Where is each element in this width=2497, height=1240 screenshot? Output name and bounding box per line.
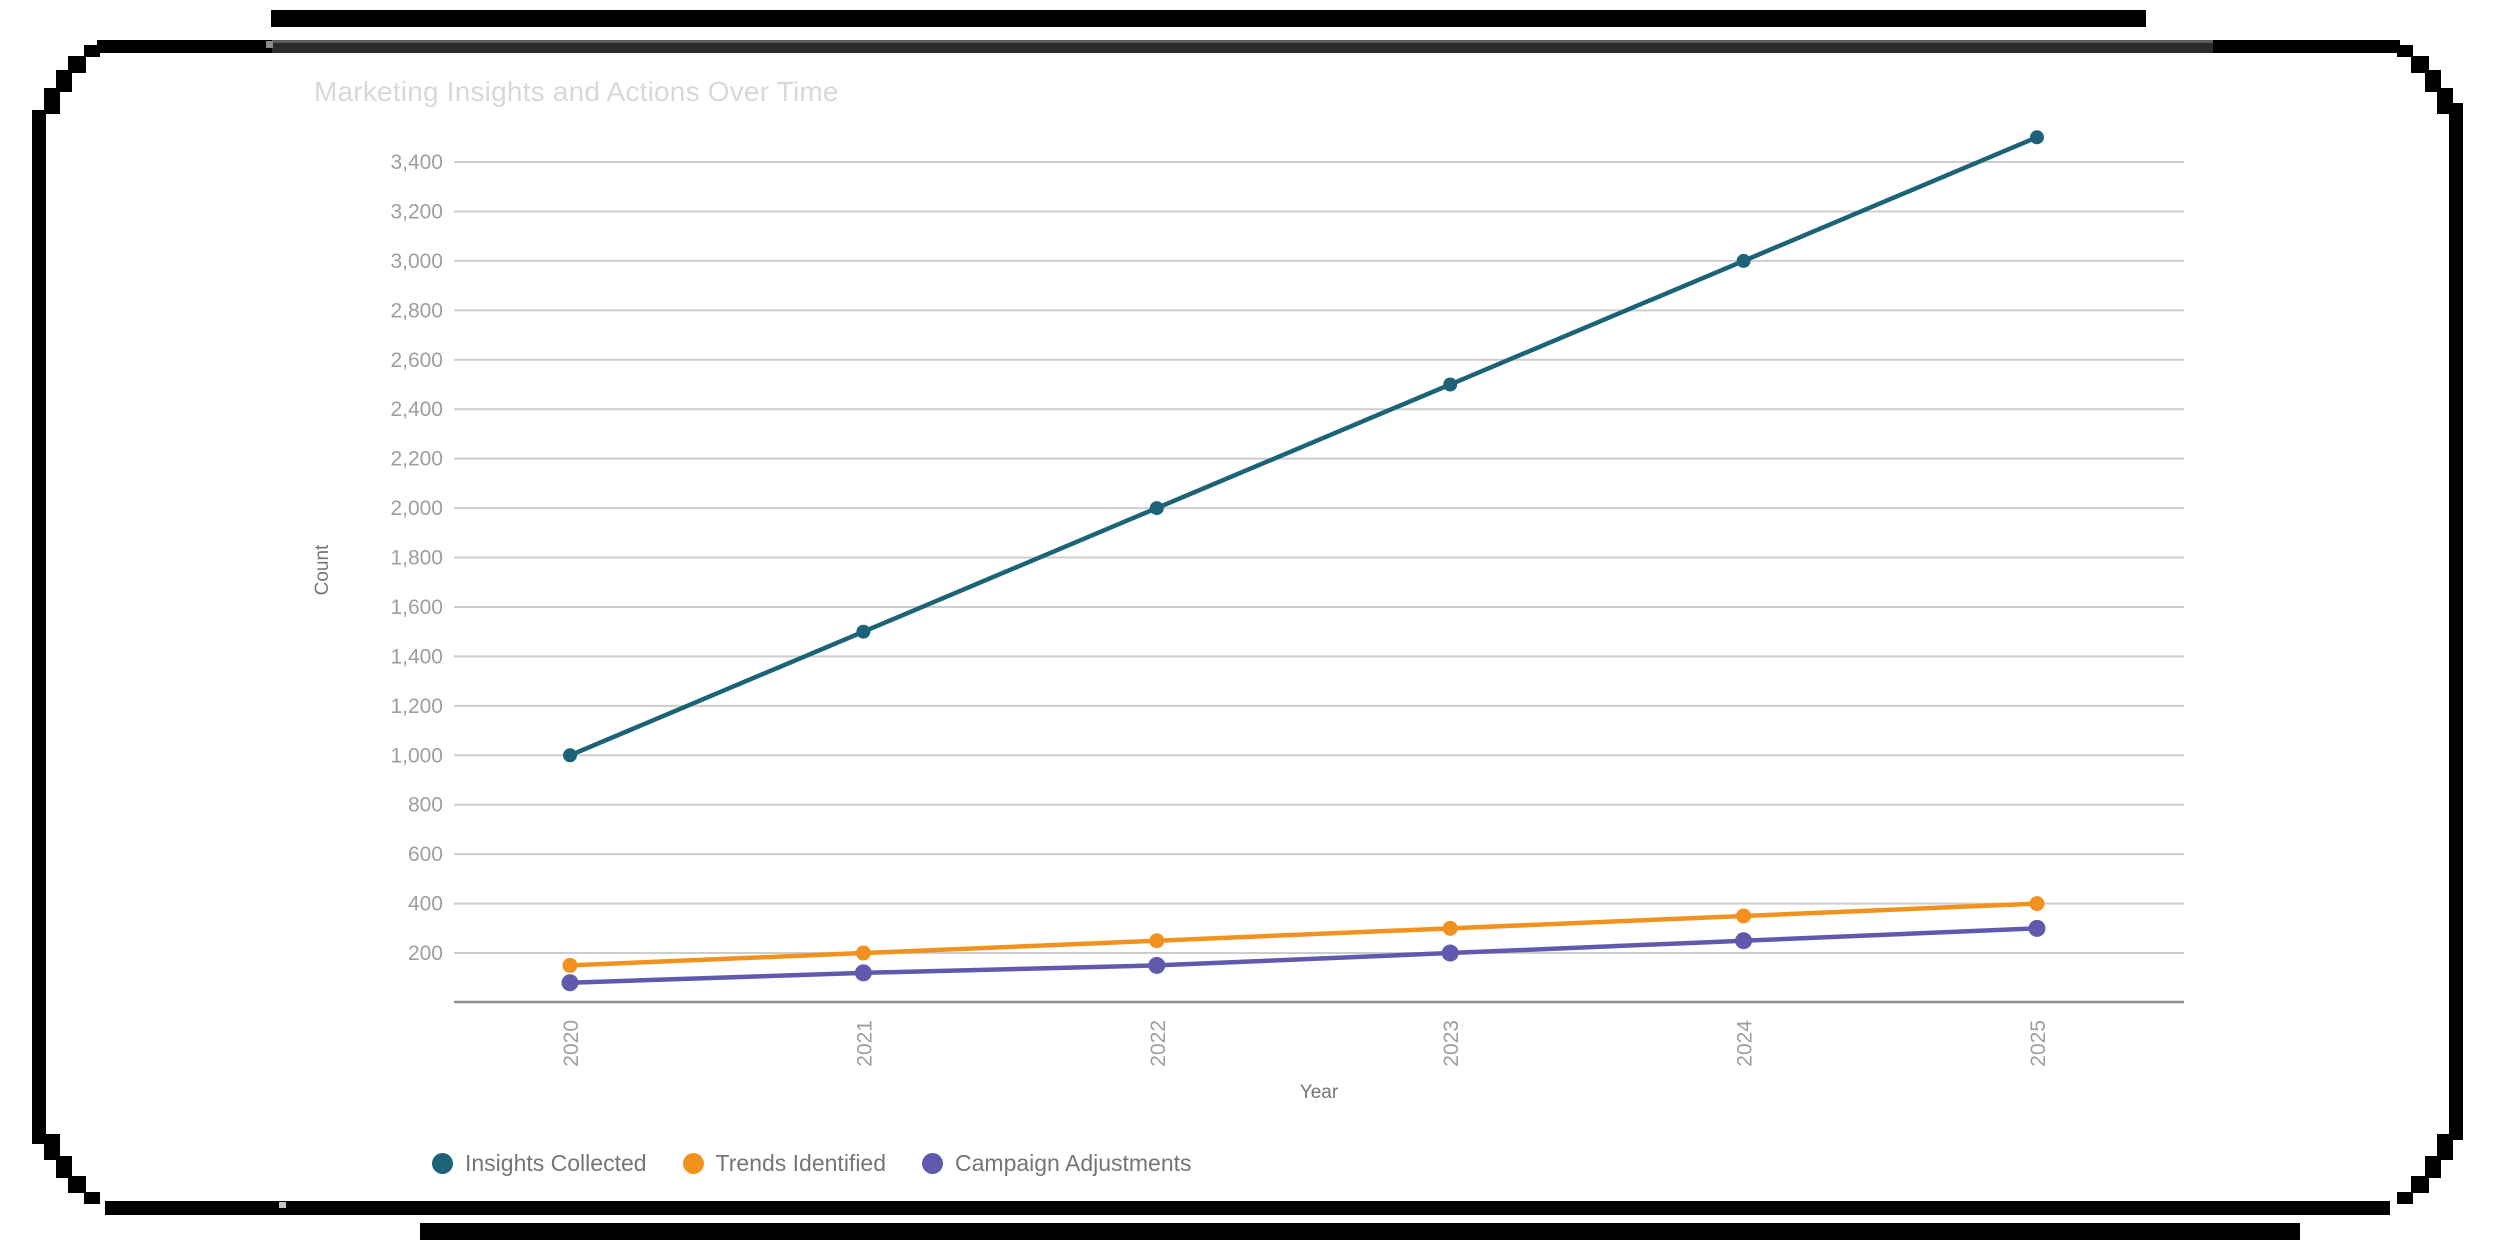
y-tick-label: 1,400: [390, 645, 443, 668]
data-point: [856, 624, 871, 639]
series-line-2: [567, 926, 2040, 985]
window-bar-highlight: [272, 40, 2213, 43]
data-point: [1148, 956, 1166, 974]
data-point: [561, 974, 579, 992]
y-axis-title: Count: [312, 544, 333, 596]
y-tick-label: 400: [408, 893, 443, 916]
y-tick-label: 3,200: [390, 200, 443, 223]
x-tick-label: 2021: [853, 1020, 876, 1067]
frame-corner-step: [84, 45, 100, 57]
legend-dot-teal: [432, 1153, 453, 1174]
frame-top-edge: [2213, 40, 2400, 53]
y-tick-label: 1,600: [390, 596, 443, 619]
y-tick-label: 1,000: [390, 744, 443, 767]
window-bar: [272, 43, 2213, 53]
data-point: [1149, 501, 1164, 516]
chart-legend: Insights Collected Trends Identified Cam…: [432, 1150, 1192, 1177]
frame-corner-step: [2425, 70, 2441, 92]
data-point: [1736, 253, 1751, 268]
window-bottom-band: [420, 1223, 2300, 1240]
y-tick-label: 1,200: [390, 695, 443, 718]
y-tick-label: 2,200: [390, 448, 443, 471]
frame-corner-step: [68, 56, 86, 73]
frame-top-edge: [97, 40, 272, 53]
data-point: [1735, 932, 1753, 950]
window-top-band: [271, 10, 2146, 27]
y-tick-label: 2,800: [390, 299, 443, 322]
frame-corner-step: [56, 1156, 72, 1178]
legend-dot-orange: [682, 1153, 704, 1174]
frame-left-edge: [32, 110, 46, 1144]
y-tick-label: 2,600: [390, 349, 443, 372]
legend-label: Insights Collected: [465, 1150, 647, 1176]
y-tick-label: 1,800: [390, 547, 443, 570]
x-tick-label: 2025: [2027, 1020, 2050, 1067]
data-point: [855, 945, 871, 961]
data-point: [2029, 896, 2045, 912]
y-tick-label: 200: [408, 942, 443, 965]
data-point: [854, 964, 872, 982]
legend-label: Campaign Adjustments: [955, 1150, 1192, 1176]
x-tick-label: 2023: [1440, 1020, 1463, 1067]
legend-item-insights-collected: Insights Collected: [432, 1150, 647, 1177]
frame-corner-step: [56, 70, 72, 92]
y-tick-label: 2,000: [390, 497, 443, 520]
frame-corner-step: [2397, 1192, 2413, 1204]
y-tick-label: 800: [408, 794, 443, 817]
y-tick-label: 2,400: [390, 398, 443, 421]
data-point: [2028, 919, 2046, 937]
data-point: [1441, 944, 1459, 962]
legend-item-campaign-adjustments: Campaign Adjustments: [922, 1150, 1192, 1177]
y-tick-label: 600: [408, 843, 443, 866]
y-tick-label: 3,000: [390, 250, 443, 273]
frame-corner-step: [84, 1192, 100, 1204]
x-tick-label: 2024: [1734, 1020, 1757, 1067]
y-tick-label: 3,400: [390, 151, 443, 174]
frame-corner-step: [44, 1134, 60, 1160]
frame-notch: [279, 1202, 286, 1208]
x-tick-label: 2020: [560, 1020, 583, 1067]
data-point: [1443, 377, 1458, 392]
data-point: [2030, 130, 2044, 145]
legend-item-trends-identified: Trends Identified: [682, 1150, 887, 1177]
data-point: [562, 957, 578, 973]
data-point: [1442, 920, 1458, 936]
legend-dot-purple: [922, 1153, 944, 1174]
series-line-0: [567, 135, 2040, 758]
data-point: [1736, 908, 1752, 924]
frame-corner-step: [2411, 56, 2429, 73]
x-tick-label: 2022: [1147, 1020, 1170, 1067]
frame-corner-step: [2437, 1134, 2453, 1160]
data-point: [1149, 933, 1165, 949]
frame-corner-step: [2437, 88, 2453, 114]
frame-corner-step: [44, 88, 60, 114]
frame-notch: [266, 41, 273, 48]
frame-right-edge: [2449, 103, 2463, 1140]
series-line-1: [567, 901, 2040, 968]
frame-corner-step: [2411, 1176, 2429, 1193]
frame-corner-step: [68, 1176, 86, 1193]
legend-label: Trends Identified: [715, 1150, 887, 1176]
x-axis-title: Year: [1299, 1082, 1339, 1103]
chart-title: Marketing Insights and Actions Over Time: [314, 76, 839, 107]
data-point: [563, 748, 577, 763]
frame-bottom-edge: [105, 1201, 2390, 1215]
frame-corner-step: [2397, 45, 2413, 57]
frame-corner-step: [2425, 1156, 2441, 1178]
